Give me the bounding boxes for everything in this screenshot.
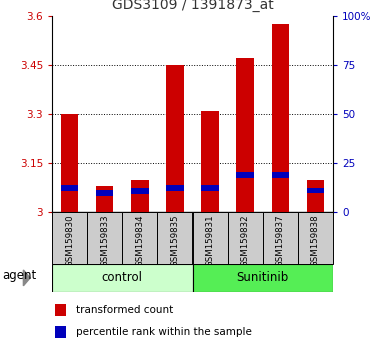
Text: transformed count: transformed count <box>76 306 173 315</box>
Bar <box>61 114 78 212</box>
Text: GSM159837: GSM159837 <box>276 214 285 267</box>
Text: GSM159834: GSM159834 <box>135 214 144 267</box>
Bar <box>52 264 192 292</box>
Bar <box>61 185 78 191</box>
Bar <box>307 180 324 212</box>
Bar <box>55 326 66 338</box>
Bar <box>236 172 254 178</box>
Text: Sunitinib: Sunitinib <box>237 272 289 284</box>
Bar <box>192 212 228 264</box>
Text: agent: agent <box>3 269 37 281</box>
Text: GSM159832: GSM159832 <box>241 214 250 267</box>
Bar <box>131 180 149 212</box>
Bar <box>166 185 184 191</box>
Bar <box>201 185 219 191</box>
Bar <box>263 212 298 264</box>
Bar <box>55 304 66 316</box>
Text: GSM159831: GSM159831 <box>206 214 214 267</box>
Bar <box>201 111 219 212</box>
Text: GSM159838: GSM159838 <box>311 214 320 267</box>
Bar <box>166 65 184 212</box>
Bar <box>307 188 324 193</box>
Bar <box>157 212 192 264</box>
Text: percentile rank within the sample: percentile rank within the sample <box>76 327 252 337</box>
Title: GDS3109 / 1391873_at: GDS3109 / 1391873_at <box>112 0 273 12</box>
Bar <box>192 264 333 292</box>
Bar <box>236 58 254 212</box>
Bar <box>228 212 263 264</box>
Text: GSM159830: GSM159830 <box>65 214 74 267</box>
Bar <box>298 212 333 264</box>
Text: control: control <box>102 272 143 284</box>
Text: GSM159833: GSM159833 <box>100 214 109 267</box>
Bar <box>96 186 114 212</box>
Bar <box>96 190 114 196</box>
Bar <box>87 212 122 264</box>
Bar <box>271 172 289 178</box>
Bar <box>271 24 289 212</box>
Polygon shape <box>23 270 30 286</box>
Bar <box>52 212 87 264</box>
Text: GSM159835: GSM159835 <box>171 214 179 267</box>
Bar <box>122 212 157 264</box>
Bar <box>131 188 149 194</box>
